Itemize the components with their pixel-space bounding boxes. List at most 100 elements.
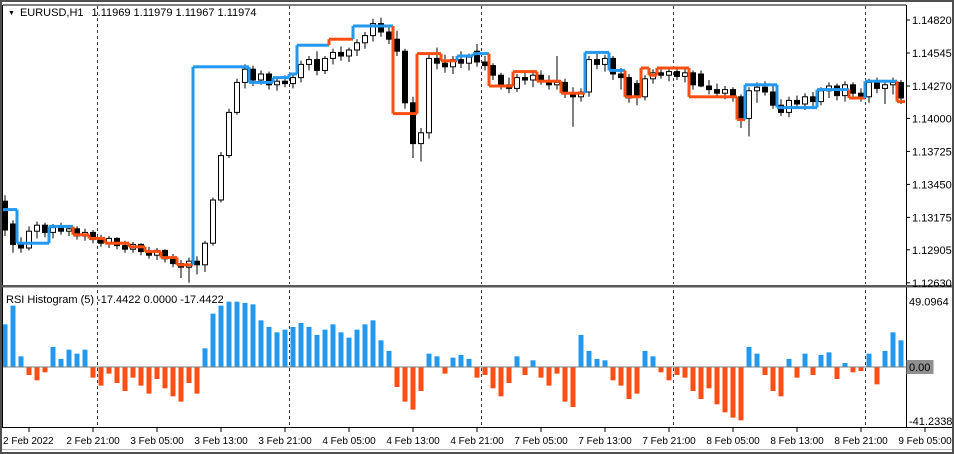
histogram-bar [82,349,88,367]
candle-body [706,85,712,91]
candle-body [442,62,448,68]
histogram-bar [706,367,712,389]
candle-body [890,81,896,86]
indicator-axis[interactable]: 49.0964 -41.2338 0.00 [906,297,953,428]
histogram-bar [530,360,536,367]
histogram-bar [650,356,656,367]
candle-body [770,91,776,106]
price-axis-label: 1.14820 [912,15,952,27]
candle-body [482,61,488,67]
histogram-bar [570,367,576,407]
price-axis-label: 1.13725 [912,146,952,158]
candle-body [202,242,208,266]
histogram-bar [554,367,560,374]
price-axis-label: 1.13175 [912,212,952,224]
candle-body [346,49,352,57]
time-axis-label: 8 Feb 13:00 [770,436,824,447]
time-axis-label: 7 Feb 05:00 [514,436,568,447]
candle-body [362,35,368,44]
histogram-bar [618,367,624,386]
candle-body [874,81,880,89]
histogram-bar [18,356,24,367]
histogram-bar [50,347,56,367]
candle-body [738,96,744,119]
candle-body [554,81,560,86]
candle-body [458,59,464,64]
candle-body [594,59,600,65]
main-plot-area[interactable] [3,5,906,284]
time-axis-label: 7 Feb 21:00 [642,436,696,447]
price-axis[interactable]: 1.14820 1.14545 1.14270 1.14000 1.13725 1.134… [906,15,952,290]
histogram-bar [858,367,864,371]
candle-body [98,239,104,244]
candle-body [274,80,280,86]
time-axis-label: 4 Feb 21:00 [450,436,504,447]
histogram-bar [298,323,304,367]
histogram-bar [770,367,776,391]
time-axis-label: 4 Feb 05:00 [322,436,376,447]
histogram-bar [730,367,736,418]
histogram-bar [866,353,872,367]
indicator-label: RSI Histogram (5) -17.4422 0.0000 -17.44… [6,294,224,306]
symbol-dropdown-icon[interactable]: ▼ [8,10,15,17]
histogram-bar [258,320,264,367]
candle-body [418,132,424,145]
histogram-bar [210,313,216,367]
histogram-bar [658,367,664,373]
current-value-badge [906,360,934,374]
histogram-bar [682,367,688,378]
time-axis-label: 4 Feb 13:00 [386,436,440,447]
candle-body [26,230,32,249]
time-axis-label: 9 Feb 05:00 [898,436,952,447]
candle-body [426,57,432,134]
candle-body [314,59,320,71]
histogram-bar [42,367,48,373]
trend-line-series [2,24,905,267]
histogram-bar [106,367,112,374]
panel-separator [2,285,952,288]
histogram-bar [34,367,40,381]
histogram-bar [306,327,312,367]
histogram-bar [674,367,680,375]
candle-body [658,72,664,76]
histogram-bar [634,367,640,394]
candle-body [690,72,696,86]
histogram-bar [290,327,296,367]
histogram-bar [794,367,800,378]
candle-body [394,38,400,52]
candle-body [522,77,528,81]
candle-body [234,81,240,113]
histogram-bar [338,332,344,367]
time-axis[interactable]: 2 Feb 2022 2 Feb 21:00 3 Feb 05:00 3 Feb 13… [3,428,952,447]
current-value-badge-label: 0.00 [909,362,930,374]
histogram-bar [266,327,272,367]
symbol-timeframe-label: EURUSD,H1 [19,7,84,19]
candle-body [386,31,392,40]
histogram-bar [498,367,504,397]
candle-body [330,51,336,59]
candle-body [258,73,264,81]
histogram-bar [354,329,360,367]
histogram-bar [714,367,720,405]
histogram-bar [778,367,784,397]
time-axis-label: 8 Feb 21:00 [834,436,888,447]
candle-body [194,260,200,266]
histogram-bar [2,324,8,367]
histogram-bar [98,367,104,386]
candle-body [338,51,344,57]
histogram-bar [234,301,240,367]
time-axis-label: 3 Feb 21:00 [258,436,312,447]
histogram-bar [330,324,336,367]
time-axis-label: 3 Feb 05:00 [130,436,184,447]
histogram-bar [826,352,832,367]
histogram-bar [90,367,96,378]
candle-body [18,243,24,249]
candle-body [474,50,480,63]
candle-body [378,23,384,33]
candle-body [466,56,472,64]
candle-body [562,81,568,94]
candle-body [586,59,592,93]
candle-body [498,74,504,86]
histogram-bar [434,356,440,367]
